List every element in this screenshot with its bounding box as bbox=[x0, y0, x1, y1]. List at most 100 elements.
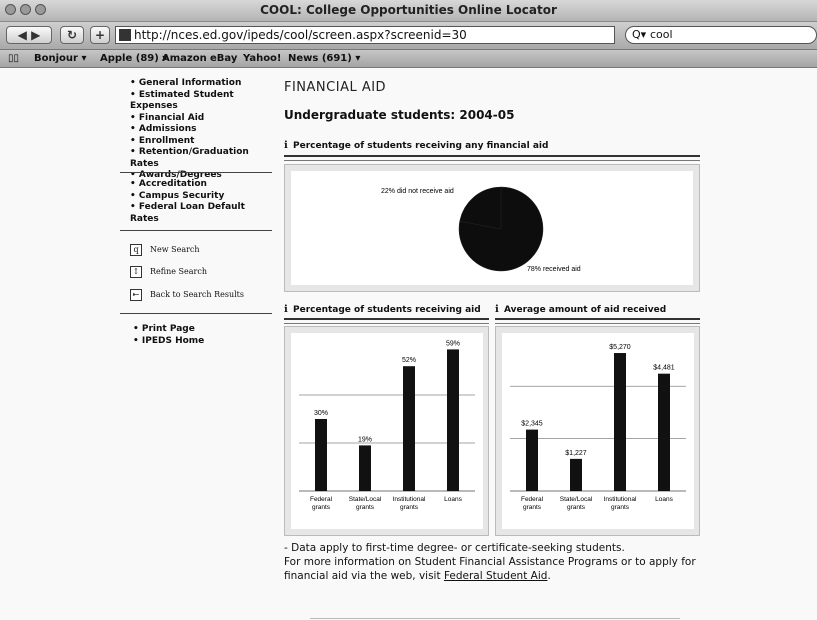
amt-bar-chart: $2,345Federalgrants$1,227State/Localgran… bbox=[510, 344, 686, 511]
amt-section-label: Average amount of aid received bbox=[504, 305, 667, 315]
address-text[interactable]: http://nces.ed.gov/ipeds/cool/screen.asp… bbox=[134, 28, 467, 42]
more-info-label: For more information on Student Financia… bbox=[284, 556, 696, 582]
address-bar[interactable]: http://nces.ed.gov/ipeds/cool/screen.asp… bbox=[115, 26, 615, 44]
amt-chart-panel: $2,345 Federal grants $1,227 State/Local gran… bbox=[495, 326, 700, 536]
page-bottom-rule bbox=[310, 618, 680, 619]
plus-icon: + bbox=[94, 28, 106, 42]
page-title: FINANCIAL AID bbox=[284, 80, 387, 95]
pct-value-label-2: 52% bbox=[402, 357, 416, 364]
pie-section-label: Percentage of students receiving any fin… bbox=[293, 141, 549, 151]
more-info-text: For more information on Student Financia… bbox=[284, 555, 704, 583]
sidebar-divider bbox=[120, 172, 272, 173]
pct-bar-2 bbox=[403, 366, 415, 491]
sidebar-item-expenses[interactable]: Estimated Student Expenses bbox=[130, 90, 275, 113]
pct-value-label-0: 30% bbox=[314, 410, 328, 417]
browser-toolbar: ◀ ▶ ↻ + http://nces.ed.gov/ipeds/cool/sc… bbox=[0, 22, 817, 50]
refine-search-button[interactable]: ↕ Refine Search bbox=[130, 264, 207, 280]
add-bookmark-button[interactable]: + bbox=[90, 26, 110, 44]
sidebar-item-retention[interactable]: Retention/Graduation Rates bbox=[130, 147, 275, 170]
amt-category-label-2-1: grants bbox=[611, 504, 630, 511]
pct-section-heading: ℹ Percentage of students receiving aid bbox=[284, 304, 481, 315]
sidebar-group-main: General Information Estimated Student Ex… bbox=[130, 78, 275, 182]
search-icon: Q▾ bbox=[632, 28, 647, 41]
pct-category-label-2-1: grants bbox=[400, 504, 419, 511]
footer-notes: - Data apply to first-time degree- or ce… bbox=[284, 541, 704, 583]
close-window-icon[interactable] bbox=[5, 4, 16, 15]
pct-category-label-2-0: Institutional bbox=[393, 496, 426, 503]
back-to-results-button[interactable]: ⇤ Back to Search Results bbox=[130, 287, 244, 303]
pct-category-label-0-1: grants bbox=[312, 504, 331, 511]
pie-slice-1 bbox=[459, 186, 502, 230]
pct-value-label-1: 19% bbox=[358, 436, 372, 443]
section-rule bbox=[284, 318, 489, 324]
minimize-window-icon[interactable] bbox=[20, 4, 31, 15]
back-results-icon: ⇤ bbox=[130, 289, 142, 301]
back-arrow-icon[interactable]: ◀ bbox=[17, 28, 27, 42]
pct-chart-panel: 30% Federal grants 19% State/Local grants 52% I… bbox=[284, 326, 489, 536]
amt-value-label-2: $5,270 bbox=[609, 344, 631, 351]
amt-category-label-0-0: Federal bbox=[521, 496, 544, 503]
amt-section-heading: ℹ Average amount of aid received bbox=[495, 304, 666, 315]
back-forward-button[interactable]: ◀ ▶ bbox=[6, 26, 52, 44]
reload-icon: ↻ bbox=[66, 28, 78, 42]
window-title: COOL: College Opportunities Online Locat… bbox=[260, 3, 557, 17]
refine-search-label[interactable]: Refine Search bbox=[150, 267, 207, 276]
sidebar-nav-tools: Print Page IPEDS Home bbox=[133, 324, 278, 347]
pct-bar-chart: 30%Federalgrants19%State/Localgrants52%I… bbox=[299, 340, 475, 511]
pct-value-label-3: 59% bbox=[446, 340, 460, 347]
amt-value-label-0: $2,345 bbox=[521, 421, 543, 428]
bookmark-apple[interactable]: Apple (89) ▾ bbox=[100, 53, 168, 64]
sidebar-item-general-information[interactable]: General Information bbox=[130, 78, 275, 90]
info-icon[interactable]: ℹ bbox=[284, 140, 288, 151]
amt-bar-3 bbox=[658, 373, 670, 491]
pct-category-label-1-0: State/Local bbox=[349, 496, 382, 503]
magnifier-icon: q bbox=[130, 244, 142, 256]
sidebar-item-accreditation[interactable]: Accreditation bbox=[130, 179, 275, 191]
pie-chart: 78% received aid 22% did not receive aid bbox=[381, 186, 581, 273]
pct-section-label: Percentage of students receiving aid bbox=[293, 305, 481, 315]
pct-category-label-3-0: Loans bbox=[444, 496, 462, 503]
amt-value-label-1: $1,227 bbox=[565, 450, 587, 457]
federal-student-aid-link[interactable]: Federal Student Aid bbox=[443, 570, 548, 582]
reload-button[interactable]: ↻ bbox=[60, 26, 84, 44]
back-to-results-label[interactable]: Back to Search Results bbox=[150, 290, 244, 299]
info-icon[interactable]: ℹ bbox=[495, 304, 499, 315]
bookmark-bonjour[interactable]: Bonjour ▾ bbox=[34, 53, 87, 64]
amt-bar-2 bbox=[614, 353, 626, 491]
more-info-period: . bbox=[547, 570, 551, 582]
bookmark-news[interactable]: News (691) ▾ bbox=[288, 53, 361, 64]
amt-category-label-1-1: grants bbox=[567, 504, 586, 511]
print-page-link[interactable]: Print Page bbox=[133, 324, 278, 336]
pct-bar-3 bbox=[447, 349, 459, 491]
search-text[interactable]: cool bbox=[650, 28, 673, 41]
new-search-button[interactable]: q New Search bbox=[130, 242, 200, 258]
title-bar: COOL: College Opportunities Online Locat… bbox=[0, 0, 817, 22]
site-favicon-icon bbox=[119, 29, 131, 41]
bookmark-amazon[interactable]: Amazon bbox=[162, 53, 207, 64]
amt-value-label-3: $4,481 bbox=[653, 365, 675, 372]
ipeds-home-link[interactable]: IPEDS Home bbox=[133, 336, 278, 348]
sidebar-nav: General Information Estimated Student Ex… bbox=[130, 78, 275, 182]
bookmark-yahoo[interactable]: Yahoo! bbox=[243, 53, 282, 64]
amt-category-label-0-1: grants bbox=[523, 504, 542, 511]
amt-category-label-3-0: Loans bbox=[655, 496, 673, 503]
pct-bar-0 bbox=[315, 419, 327, 491]
sidebar-item-awards[interactable]: Awards/Degrees bbox=[130, 170, 275, 182]
bookmarks-book-icon[interactable]: ▯▯ bbox=[8, 53, 20, 64]
info-icon[interactable]: ℹ bbox=[284, 304, 288, 315]
sidebar-item-admissions[interactable]: Admissions bbox=[130, 124, 275, 136]
sidebar-item-loan-default[interactable]: Federal Loan Default Rates bbox=[130, 202, 275, 225]
sidebar-nav-secondary: Accreditation Campus Security Federal Lo… bbox=[130, 179, 275, 225]
bookmark-ebay[interactable]: eBay bbox=[210, 53, 238, 64]
sidebar-item-enrollment[interactable]: Enrollment bbox=[130, 136, 275, 148]
sidebar-item-campus-security[interactable]: Campus Security bbox=[130, 191, 275, 203]
zoom-window-icon[interactable] bbox=[35, 4, 46, 15]
forward-arrow-icon[interactable]: ▶ bbox=[31, 28, 41, 42]
footnote: - Data apply to first-time degree- or ce… bbox=[284, 542, 625, 554]
section-rule bbox=[284, 155, 700, 161]
new-search-label[interactable]: New Search bbox=[150, 245, 200, 254]
sidebar-item-financial-aid[interactable]: Financial Aid bbox=[130, 113, 275, 125]
bookmarks-bar: ▯▯ Bonjour ▾ Apple (89) ▾ Amazon eBay Ya… bbox=[0, 50, 817, 68]
search-field[interactable]: Q▾ cool bbox=[625, 26, 817, 44]
pie-label-not-received: 22% did not receive aid bbox=[381, 188, 454, 195]
